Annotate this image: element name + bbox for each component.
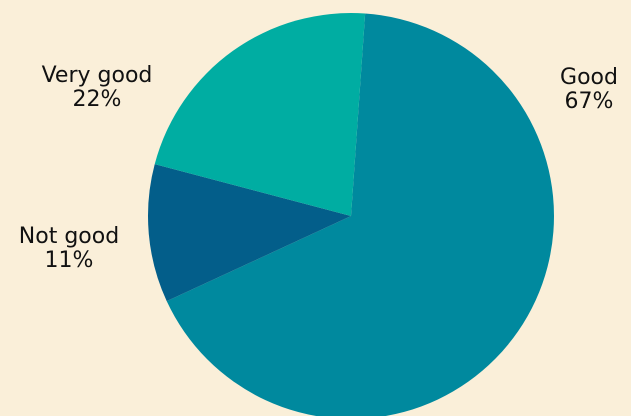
- pie-labels: Good 67% Not good 11% Very good 22%: [19, 63, 618, 273]
- slice-label-not-good: Not good 11%: [19, 224, 119, 273]
- slice-percent-label: 67%: [565, 89, 614, 114]
- slice-category-label: Very good: [42, 63, 153, 88]
- pie-slices: [147, 12, 554, 416]
- slice-category-label: Not good: [19, 224, 119, 249]
- pie-slice-good: [166, 13, 554, 416]
- slice-percent-label: 22%: [73, 87, 122, 112]
- slice-category-label: Good: [560, 65, 618, 90]
- slice-label-very-good: Very good 22%: [42, 63, 153, 112]
- pie-slice-not-good: [147, 164, 351, 302]
- slice-percent-label: 11%: [45, 248, 94, 273]
- pie-slice-very-good: [154, 12, 366, 217]
- slice-label-good: Good 67%: [560, 65, 618, 114]
